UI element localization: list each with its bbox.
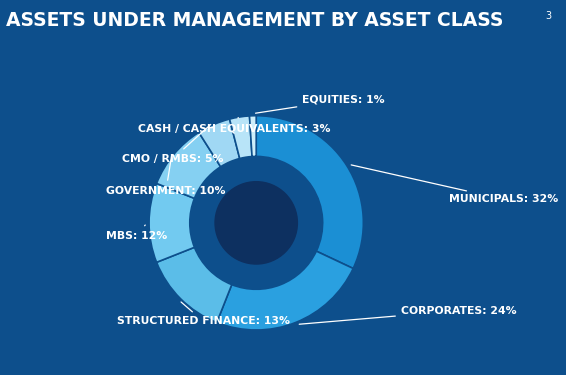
Text: MUNICIPALS: 32%: MUNICIPALS: 32%: [351, 165, 558, 204]
Text: ASSETS UNDER MANAGEMENT BY ASSET CLASS: ASSETS UNDER MANAGEMENT BY ASSET CLASS: [6, 11, 503, 30]
Text: STRUCTURED FINANCE: 13%: STRUCTURED FINANCE: 13%: [117, 302, 290, 326]
Text: CASH / CASH EQUIVALENTS: 3%: CASH / CASH EQUIVALENTS: 3%: [138, 117, 331, 134]
Text: GOVERNMENT: 10%: GOVERNMENT: 10%: [106, 156, 226, 196]
Wedge shape: [217, 251, 353, 330]
Wedge shape: [250, 116, 256, 156]
Wedge shape: [157, 247, 231, 322]
Circle shape: [215, 182, 297, 264]
Wedge shape: [230, 116, 252, 159]
Text: EQUITIES: 1%: EQUITIES: 1%: [255, 94, 385, 113]
Text: CMO / RMBS: 5%: CMO / RMBS: 5%: [122, 124, 224, 164]
Text: CORPORATES: 24%: CORPORATES: 24%: [299, 306, 517, 324]
Text: MBS: 12%: MBS: 12%: [106, 225, 168, 241]
Wedge shape: [149, 183, 195, 262]
Text: 3: 3: [546, 11, 552, 21]
Wedge shape: [199, 119, 239, 167]
Wedge shape: [256, 116, 363, 268]
Wedge shape: [157, 132, 221, 198]
